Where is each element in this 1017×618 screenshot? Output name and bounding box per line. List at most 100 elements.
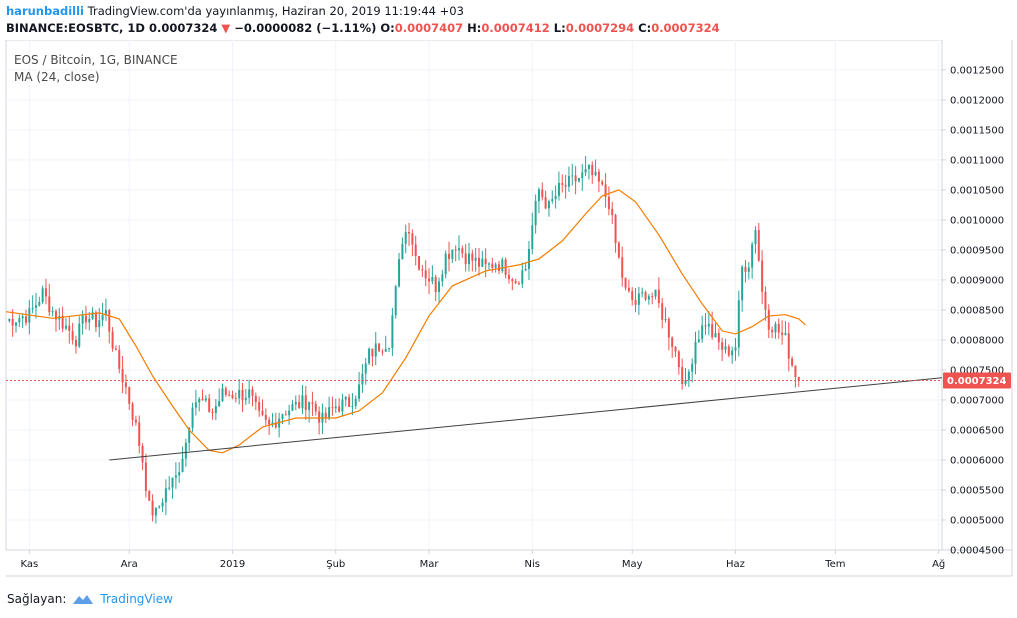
candle-body [281,414,284,419]
candle-body [178,472,181,476]
candle-body [218,400,221,407]
candle-body [771,329,774,333]
candle-body [661,303,664,320]
candle-body [774,323,777,333]
candle-body [471,253,474,261]
candle-body [91,312,94,319]
candle-body [517,283,520,285]
candle-body [151,500,154,516]
y-tick-label: 0.0005500 [950,485,1004,496]
current-price: 0.0007324 [149,21,218,35]
candle-body [248,389,251,398]
candle-body [394,286,397,316]
candle-body [464,253,467,265]
candle-body [621,257,624,278]
candle-body [547,201,550,209]
candle-body [398,259,401,287]
candle-body [461,248,464,254]
x-tick-label: Kas [20,559,38,570]
candle-body [331,407,334,409]
candle-body [797,377,800,381]
publish-line: harunbadilli TradingView.com'da yayınlan… [6,4,464,18]
plot-area[interactable] [5,40,943,551]
candle-body [527,248,530,269]
moving-average-line[interactable] [5,189,806,454]
tradingview-brand-link[interactable]: TradingView [100,592,173,606]
candle-body [208,398,211,412]
candle-body [647,296,650,300]
candle-body [717,333,720,343]
candle-body [268,419,271,425]
candle-body [121,368,124,383]
support-trendline[interactable] [109,377,943,461]
vertical-grid [28,40,940,550]
candle-body [697,339,700,342]
price-change: −0.0000082 (−1.11%) [234,21,377,35]
candle-body [221,388,224,401]
candle-body [381,351,384,353]
candle-body [8,318,11,321]
candle-body [154,507,157,516]
candle-body [51,311,54,313]
tradingview-logo-icon [73,595,94,604]
last-price-badge: 0.0007324 [943,372,1011,389]
candle-body [181,458,184,473]
candle-body [88,318,91,323]
candle-body [81,315,84,324]
candle-body [674,346,677,352]
candle-body [111,331,114,349]
candle-body [134,419,137,423]
candle-body [731,350,734,356]
close-label: C: [638,21,652,35]
price-chart[interactable]: 0.0012500 0.0012000 0.0011500 0.0011000 0.00… [0,40,1017,580]
candle-body [604,184,607,197]
candle-body [144,462,147,492]
y-tick-label: 0.0007000 [950,395,1004,406]
candle-body [228,394,231,396]
candle-body [501,259,504,272]
candle-body [657,289,660,304]
candle-body [594,171,597,176]
candle-body [101,315,104,321]
candle-body [754,230,757,245]
candle-body [31,307,34,309]
candle-body [148,491,151,501]
candle-body [511,279,514,282]
candle-body [164,488,167,503]
candle-body [571,175,574,177]
x-tick-label: Ara [121,559,138,570]
candle-body [414,244,417,257]
candle-body [531,225,534,249]
candle-body [617,242,620,258]
candle-body [288,410,291,416]
candle-body [371,348,374,357]
candle-body [54,311,57,320]
candle-body [284,414,287,416]
open-label: O: [380,21,395,35]
candle-body [711,323,714,338]
candle-body [401,243,404,260]
y-tick-label: 0.0004500 [950,546,1004,557]
candle-body [634,299,637,305]
candle-body [591,164,594,176]
x-tick-label: Mar [420,559,440,570]
candle-body [201,398,204,401]
candle-body [477,257,480,267]
candle-body [341,399,344,412]
candle-body [601,181,604,185]
low-label: L: [553,21,566,35]
candle-body [264,414,267,420]
candle-body [411,233,414,245]
y-tick-label: 0.0005000 [950,515,1004,526]
candle-body [484,258,487,265]
author-link[interactable]: harunbadilli [6,4,84,18]
candle-body [334,406,337,409]
candle-body [714,333,717,338]
high-value: 0.0007412 [481,21,550,35]
chart-legend-title: EOS / Bitcoin, 1G, BINANCE [14,53,178,67]
candle-body [261,410,264,415]
candle-body [724,346,727,350]
candle-body [534,201,537,226]
y-tick-label: 0.0010500 [950,185,1004,196]
candle-body [454,249,457,251]
